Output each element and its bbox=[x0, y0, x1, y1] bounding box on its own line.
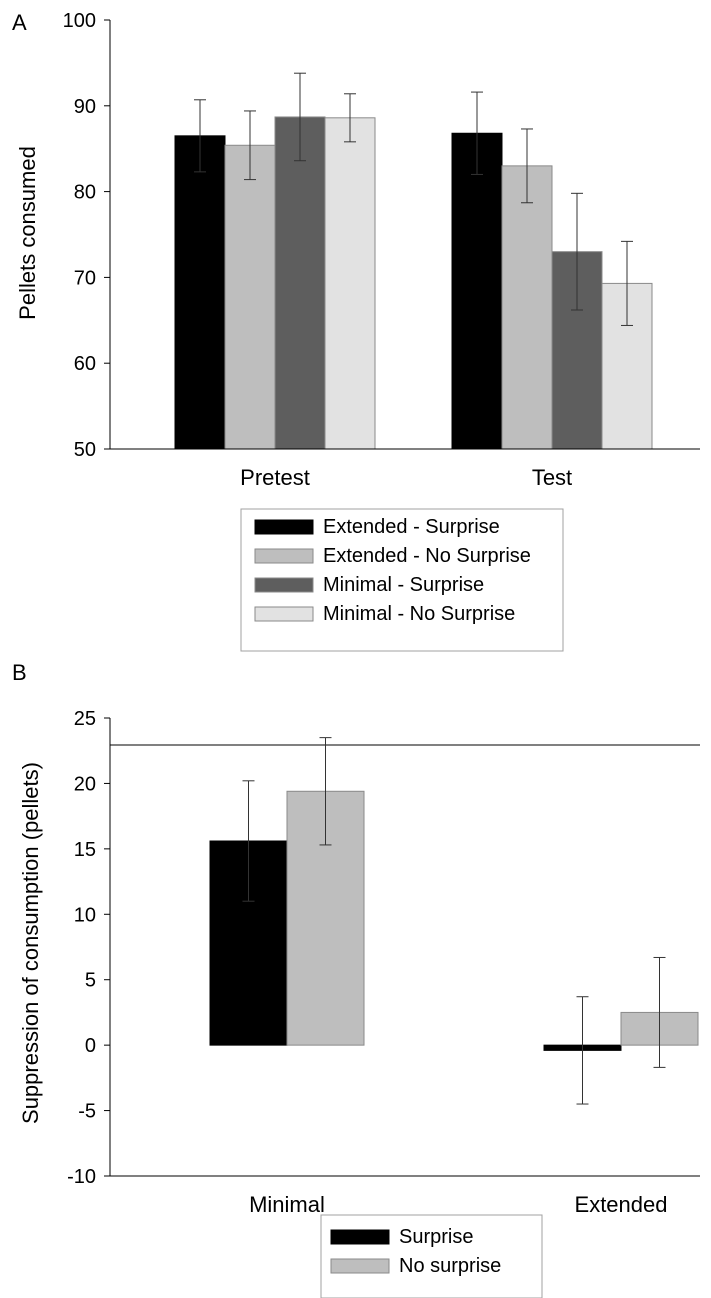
panel-a-category-labels: Pretest Test bbox=[240, 465, 572, 490]
bar bbox=[501, 165, 553, 450]
panel-b-legend-box bbox=[320, 1214, 543, 1298]
y-tick-label: 80 bbox=[74, 182, 96, 204]
bar bbox=[324, 117, 376, 450]
y-tick-label: 90 bbox=[74, 96, 96, 118]
panel-b-category-labels: Minimal Extended bbox=[249, 1192, 667, 1217]
panel-a-letter: A bbox=[12, 10, 27, 35]
error-bar bbox=[471, 91, 483, 175]
category-label: Pretest bbox=[240, 465, 310, 490]
legend-swatch bbox=[254, 606, 314, 622]
panel-a-y-ticks: 100 90 80 70 60 50 bbox=[63, 10, 110, 461]
panel-b-legend: Surprise No surprise bbox=[330, 1226, 501, 1277]
error-bar bbox=[621, 240, 633, 326]
panel-a-bars bbox=[174, 116, 653, 450]
legend-label: No surprise bbox=[399, 1255, 501, 1277]
panel-b-y-ticks: 25 20 15 10 5 0 -5 -10 bbox=[67, 708, 110, 1188]
legend-label: Extended - Surprise bbox=[323, 516, 500, 538]
y-tick-label: 60 bbox=[74, 353, 96, 375]
y-tick-label: -10 bbox=[67, 1166, 96, 1188]
category-label: Minimal bbox=[249, 1192, 325, 1217]
panel-b: B 25 20 15 10 5 0 -5 -10 Minimal Extended Suppre… bbox=[12, 660, 700, 1298]
bar bbox=[451, 132, 503, 450]
y-tick-label: 50 bbox=[74, 439, 96, 461]
legend-swatch bbox=[254, 577, 314, 593]
panel-a-error-bars bbox=[194, 72, 633, 326]
legend-swatch bbox=[330, 1229, 390, 1245]
error-bar bbox=[319, 737, 332, 846]
error-bar bbox=[294, 72, 306, 162]
y-tick-label: 15 bbox=[74, 839, 96, 861]
y-tick-label: 20 bbox=[74, 773, 96, 795]
panel-a: A 100 90 80 70 60 50 Pretest Test Pellets cons… bbox=[12, 10, 700, 652]
panel-a-y-axis-title: Pellets consumed bbox=[15, 146, 40, 320]
error-bar bbox=[344, 93, 356, 143]
error-bar bbox=[242, 780, 255, 902]
bar bbox=[174, 135, 226, 450]
legend-label: Minimal - No Surprise bbox=[323, 603, 515, 625]
legend-swatch bbox=[254, 548, 314, 564]
legend-label: Surprise bbox=[399, 1226, 473, 1248]
y-tick-label: -5 bbox=[78, 1101, 96, 1123]
error-bar bbox=[576, 996, 589, 1105]
y-tick-label: 0 bbox=[85, 1035, 96, 1057]
y-tick-label: 5 bbox=[85, 970, 96, 992]
y-tick-label: 25 bbox=[74, 708, 96, 730]
legend-label: Minimal - Surprise bbox=[323, 574, 484, 596]
legend-label: Extended - No Surprise bbox=[323, 545, 531, 567]
bar bbox=[274, 116, 326, 450]
error-bar bbox=[194, 99, 206, 173]
error-bar bbox=[571, 192, 583, 311]
y-tick-label: 70 bbox=[74, 267, 96, 289]
y-tick-label: 10 bbox=[74, 904, 96, 926]
error-bar bbox=[653, 956, 666, 1068]
legend-swatch bbox=[254, 519, 314, 535]
legend-swatch bbox=[330, 1258, 390, 1274]
category-label: Test bbox=[532, 465, 572, 490]
panel-b-bars bbox=[209, 790, 699, 1051]
category-label: Extended bbox=[575, 1192, 668, 1217]
bar bbox=[224, 144, 276, 450]
panel-b-error-bars bbox=[242, 737, 666, 1105]
panel-b-y-axis-title: Suppression of consumption (pellets) bbox=[18, 762, 43, 1124]
error-bar bbox=[521, 128, 533, 204]
panel-a-legend: Extended - Surprise Extended - No Surpris… bbox=[254, 516, 531, 625]
y-tick-label: 100 bbox=[63, 10, 96, 32]
panel-b-letter: B bbox=[12, 660, 27, 685]
error-bar bbox=[244, 110, 256, 181]
